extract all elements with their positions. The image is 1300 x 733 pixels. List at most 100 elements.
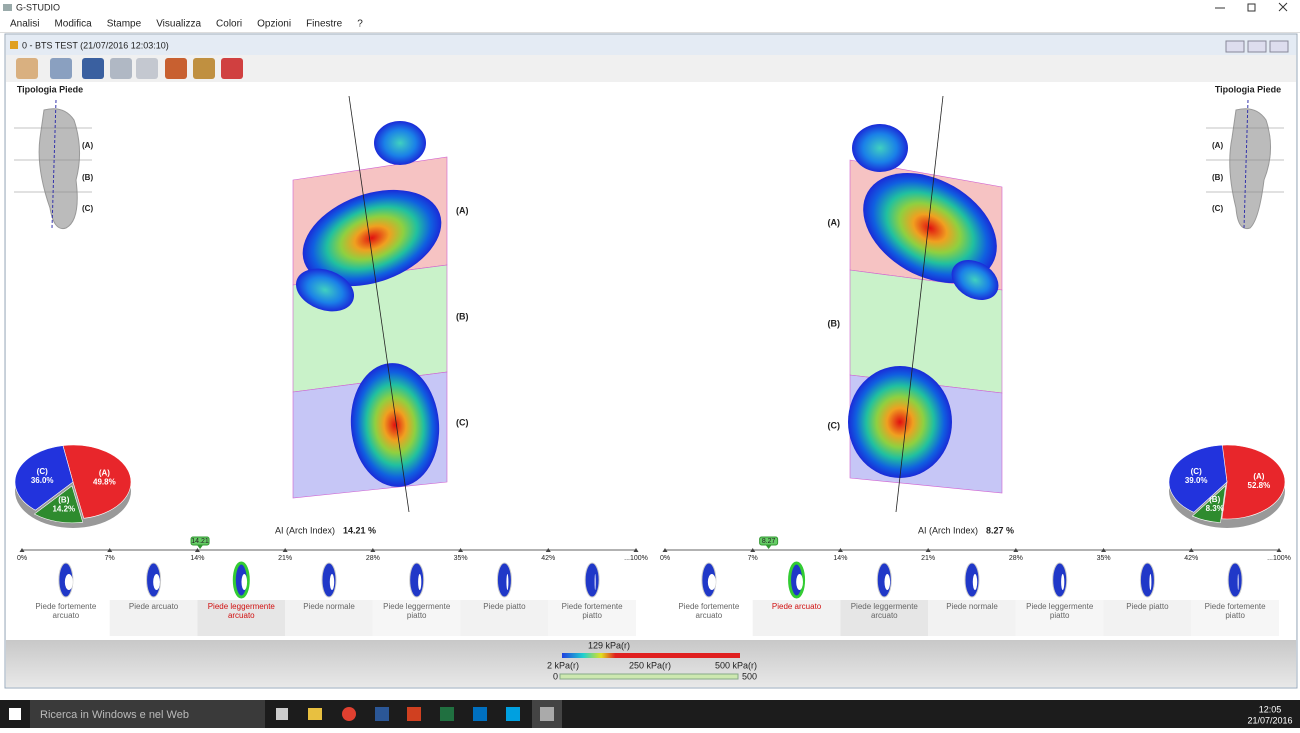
scale-tick xyxy=(107,548,113,552)
menu-item[interactable]: Modifica xyxy=(54,19,92,30)
category-label: Piede fortemente arcuato xyxy=(678,602,739,620)
slider[interactable] xyxy=(559,673,739,680)
category-label: Piede leggermente arcuato xyxy=(208,602,276,620)
scale-tick-label: 28% xyxy=(366,555,380,562)
close[interactable] xyxy=(1278,2,1288,12)
category-label: Piede arcuato xyxy=(772,602,822,611)
foot-panel: Tipologia Piede(A)(B)(C) (A)(B)(C)(A)49.8… xyxy=(14,84,648,636)
category-cell xyxy=(109,600,198,636)
arch-index-value: 8.27 % xyxy=(986,525,1014,535)
maximize[interactable] xyxy=(1247,3,1256,12)
category-cell xyxy=(1103,600,1192,636)
foot-icon-arch xyxy=(329,574,335,590)
scale-tick xyxy=(545,548,551,552)
foot-icon-arch xyxy=(418,574,422,590)
category-cell xyxy=(197,600,286,636)
tool-button[interactable] xyxy=(136,58,158,79)
scale-tick xyxy=(19,548,25,552)
foot-icon[interactable] xyxy=(584,562,600,598)
foot-outline xyxy=(1229,108,1271,230)
pie-zone-label: (B) xyxy=(1209,495,1220,504)
pie-value-label: 52.8% xyxy=(1248,481,1271,490)
foot-icon[interactable] xyxy=(1227,562,1243,598)
foot-icon-arch xyxy=(796,574,803,590)
foot-icon-arch xyxy=(707,574,716,590)
pressure-scale xyxy=(562,653,740,658)
zone-label: (B) xyxy=(828,318,841,328)
pie-zone-label: (A) xyxy=(1253,472,1264,481)
scale-tick-label: ...100% xyxy=(624,555,648,562)
child-minimize[interactable] xyxy=(1225,40,1245,53)
app-icon[interactable] xyxy=(342,707,356,721)
foot-icon[interactable] xyxy=(1052,562,1068,598)
app-icon[interactable] xyxy=(407,707,421,721)
zone-label: (C) xyxy=(828,420,841,430)
tool-button[interactable] xyxy=(165,58,187,79)
category-cell xyxy=(840,600,929,636)
scale-tick xyxy=(633,548,639,552)
tool-button[interactable] xyxy=(50,58,72,79)
tool-button[interactable] xyxy=(82,58,104,79)
pie-slice xyxy=(1221,444,1286,520)
menu-item[interactable]: Finestre xyxy=(306,19,343,30)
legend-mid: 250 kPa(r) xyxy=(629,660,671,670)
child-maximize[interactable] xyxy=(1247,40,1267,53)
app-icon[interactable] xyxy=(473,707,487,721)
menu-item[interactable]: ? xyxy=(357,19,363,30)
child-controls xyxy=(1225,40,1289,53)
search-box[interactable] xyxy=(30,700,265,728)
tool-button[interactable] xyxy=(110,58,132,79)
menu-item[interactable]: Opzioni xyxy=(257,19,291,30)
pressure-blob xyxy=(295,268,355,312)
zone-label: (C) xyxy=(456,417,469,427)
menu-item[interactable]: Analisi xyxy=(10,19,39,30)
scale-tick xyxy=(1013,548,1019,552)
foot-icon[interactable] xyxy=(409,562,425,598)
menu-border xyxy=(0,32,1300,33)
pie-value-label: 49.8% xyxy=(93,477,116,486)
tool-button[interactable] xyxy=(193,58,215,79)
arch-index-label: AI (Arch Index) xyxy=(918,525,978,535)
scale-tick-label: 35% xyxy=(454,555,468,562)
diagram-zone-label: (C) xyxy=(1212,204,1223,213)
category-label: Piede arcuato xyxy=(129,602,179,611)
child-close[interactable] xyxy=(1269,40,1289,53)
foot-icon-arch xyxy=(1237,574,1239,590)
type-title: Tipologia Piede xyxy=(1215,84,1281,94)
pie-value-label: 14.2% xyxy=(52,505,75,514)
window-controls xyxy=(1215,2,1288,12)
clock-time: 12:05 xyxy=(1259,704,1282,714)
category-cell xyxy=(1191,600,1279,636)
diagram-axis xyxy=(1243,99,1249,229)
scale-tick-label: 14% xyxy=(190,555,204,562)
tool-button[interactable] xyxy=(16,58,38,79)
content xyxy=(6,82,1296,640)
app-icon[interactable] xyxy=(506,707,520,721)
scale-tick xyxy=(1188,548,1194,552)
foot-icon-arch xyxy=(1149,574,1152,590)
pressure-blob xyxy=(350,363,440,487)
zone-label: (A) xyxy=(828,217,841,227)
category-cell xyxy=(928,600,1016,636)
pie-zone-label: (B) xyxy=(58,496,69,505)
app-icon[interactable] xyxy=(308,708,322,720)
scale-tick xyxy=(1276,548,1282,552)
pie-slice xyxy=(62,444,132,519)
foot-icon[interactable] xyxy=(1139,562,1155,598)
menu-item[interactable]: Visualizza xyxy=(156,19,201,30)
tool-button[interactable] xyxy=(221,58,243,79)
app-icon[interactable] xyxy=(375,707,389,721)
app-icon[interactable] xyxy=(440,707,454,721)
app-icon[interactable] xyxy=(276,708,288,720)
pie-value-label: 36.0% xyxy=(31,476,54,485)
zone-label: (A) xyxy=(456,205,469,215)
scale-tick-label: 0% xyxy=(17,555,27,562)
arch-index-value: 14.21 % xyxy=(343,525,376,535)
category-label: Piede leggermente piatto xyxy=(383,602,451,620)
menu-item[interactable]: Colori xyxy=(216,19,242,30)
scale-tick-label: 14% xyxy=(833,555,847,562)
menu-item[interactable]: Stampe xyxy=(107,19,142,30)
foot-icon[interactable] xyxy=(496,562,512,598)
search-placeholder: Ricerca in Windows e nel Web xyxy=(40,709,189,721)
